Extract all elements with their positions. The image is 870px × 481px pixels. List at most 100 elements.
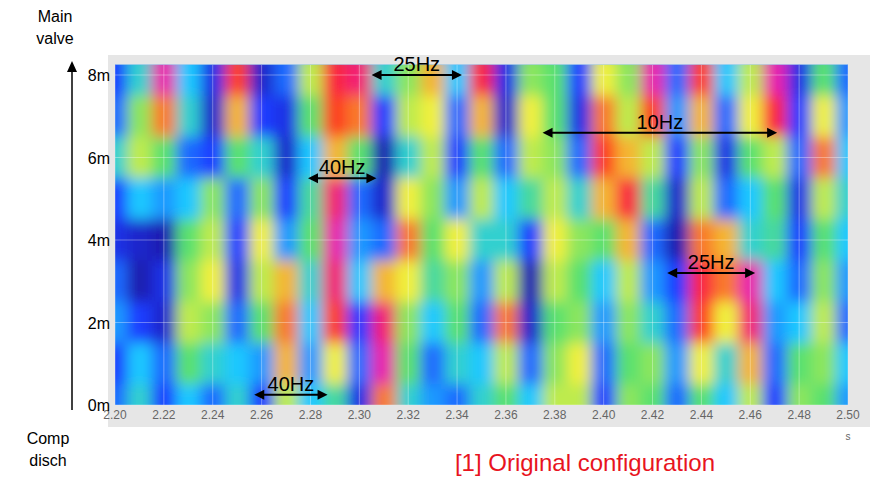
cell	[567, 96, 592, 138]
cell	[567, 384, 592, 405]
arrowhead	[452, 70, 462, 80]
cell	[225, 261, 250, 303]
cell	[420, 343, 445, 385]
cell	[469, 384, 494, 405]
x-tick-label: 2.30	[348, 408, 372, 422]
cell	[714, 178, 739, 220]
arrowhead	[308, 173, 318, 183]
grid-line	[799, 65, 800, 405]
cell	[567, 178, 592, 220]
cell	[176, 178, 201, 220]
grid-line	[554, 65, 555, 405]
cell	[665, 384, 690, 405]
cell	[518, 178, 543, 220]
cell	[115, 96, 128, 138]
x-tick-label: 2.42	[641, 408, 665, 422]
cell	[811, 178, 836, 220]
x-tick-label: 2.44	[690, 408, 714, 422]
cell	[518, 384, 543, 405]
x-tick-label: 2.32	[397, 408, 421, 422]
cell	[762, 384, 787, 405]
grid-line	[115, 65, 116, 405]
cell	[225, 343, 250, 385]
cell	[518, 261, 543, 303]
cells	[115, 65, 848, 405]
x-tick-label: 2.24	[201, 408, 225, 422]
cell	[836, 384, 848, 405]
panel-bg	[108, 55, 870, 427]
cell	[616, 65, 641, 96]
axis-arrow	[71, 70, 73, 410]
cell	[372, 261, 397, 303]
cell	[127, 261, 152, 303]
arrowhead	[366, 173, 376, 183]
y-tick-label: 6m	[88, 150, 110, 167]
cell	[836, 96, 848, 138]
x-tick-label: 2.36	[494, 408, 518, 422]
cell	[274, 178, 299, 220]
cell	[225, 384, 250, 405]
x-axis-title: s	[846, 431, 851, 442]
cell	[225, 96, 250, 138]
cell	[762, 96, 787, 138]
cell	[811, 96, 836, 138]
y-tick-label: 2m	[88, 315, 110, 332]
cell	[714, 384, 739, 405]
grid-line	[457, 65, 458, 405]
cell	[176, 96, 201, 138]
cell	[176, 384, 201, 405]
grid-line	[261, 65, 262, 405]
cell	[836, 65, 848, 96]
cell	[762, 178, 787, 220]
axis-arrowhead	[67, 61, 77, 72]
y-label-top-line: Main	[38, 8, 73, 25]
grid-line	[115, 405, 848, 406]
x-tick-label: 2.38	[543, 408, 567, 422]
arrowhead	[767, 128, 777, 138]
cell	[323, 261, 348, 303]
cell	[372, 384, 397, 405]
cell	[372, 96, 397, 138]
cell	[420, 261, 445, 303]
cell	[115, 261, 128, 303]
y-label-bottom-line: disch	[29, 452, 66, 469]
grid-line	[212, 65, 213, 405]
y-tick-label: 0m	[88, 397, 110, 414]
cell	[115, 65, 128, 96]
cell	[420, 384, 445, 405]
grid-line	[310, 65, 311, 405]
grid-line	[115, 240, 848, 241]
cell	[665, 343, 690, 385]
cell	[274, 96, 299, 138]
cell	[127, 65, 152, 96]
cell	[762, 343, 787, 385]
cell	[616, 384, 641, 405]
arrowhead	[745, 268, 755, 278]
cell	[176, 261, 201, 303]
plot-bg	[115, 65, 848, 405]
cell	[836, 261, 848, 303]
cell	[518, 96, 543, 138]
cell	[567, 343, 592, 385]
x-tick-label: 2.28	[299, 408, 323, 422]
annotation-label: 40Hz	[268, 373, 315, 395]
grid-line	[359, 65, 360, 405]
cell	[127, 178, 152, 220]
cell	[225, 178, 250, 220]
x-tick-label: 2.40	[592, 408, 616, 422]
cell	[518, 343, 543, 385]
cell	[469, 343, 494, 385]
x-tick-label: 2.50	[836, 408, 860, 422]
annotation-label: 25Hz	[393, 53, 440, 75]
grid-line	[115, 322, 848, 323]
cell	[274, 65, 299, 96]
cell	[811, 343, 836, 385]
cell	[567, 261, 592, 303]
cell	[836, 178, 848, 220]
cell	[616, 261, 641, 303]
arrowhead	[254, 390, 264, 400]
cell	[665, 261, 690, 303]
cell	[420, 96, 445, 138]
grid-line	[701, 65, 702, 405]
cell	[127, 343, 152, 385]
